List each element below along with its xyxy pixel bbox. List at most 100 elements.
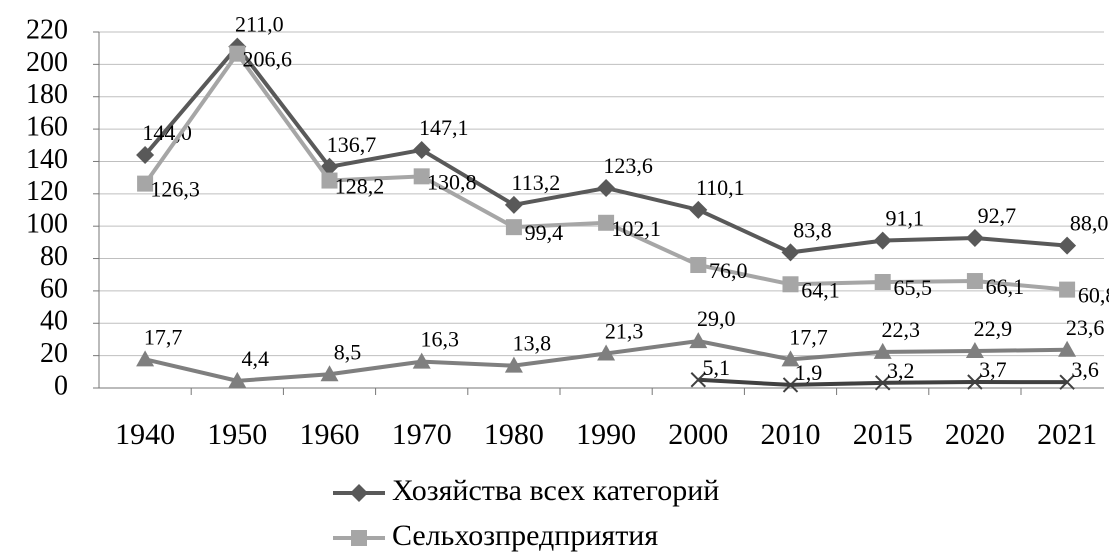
data-point bbox=[781, 243, 800, 262]
y-tick-label: 20 bbox=[40, 338, 68, 369]
data-label: 17,7 bbox=[789, 324, 828, 349]
y-tick-label: 60 bbox=[40, 273, 68, 304]
data-label: 130,8 bbox=[427, 169, 477, 194]
data-point bbox=[1059, 281, 1076, 298]
data-label: 17,7 bbox=[144, 324, 183, 349]
data-label: 110,1 bbox=[696, 175, 745, 200]
data-label: 23,6 bbox=[1066, 315, 1105, 340]
data-point bbox=[1058, 340, 1077, 357]
data-label: 3,7 bbox=[979, 357, 1007, 382]
data-label: 16,3 bbox=[420, 327, 459, 352]
data-label: 206,6 bbox=[243, 47, 293, 72]
data-label: 8,5 bbox=[334, 339, 362, 364]
data-point bbox=[505, 219, 522, 236]
data-label: 21,3 bbox=[605, 319, 644, 344]
data-point bbox=[412, 352, 431, 369]
x-tick-label: 1950 bbox=[207, 418, 267, 451]
data-label: 1,9 bbox=[795, 360, 823, 385]
data-label: 22,9 bbox=[974, 316, 1013, 341]
data-point bbox=[598, 214, 615, 231]
data-label: 102,1 bbox=[611, 216, 661, 241]
data-label: 91,1 bbox=[885, 206, 924, 231]
data-label: 128,2 bbox=[335, 174, 385, 199]
data-point bbox=[1058, 236, 1077, 255]
data-label: 144,0 bbox=[142, 120, 192, 145]
data-point bbox=[965, 228, 984, 247]
data-label: 92,7 bbox=[978, 203, 1017, 228]
y-tick-label: 220 bbox=[26, 14, 68, 45]
data-label: 211,0 bbox=[235, 12, 284, 37]
y-tick-label: 200 bbox=[26, 47, 68, 78]
data-point bbox=[874, 375, 891, 391]
y-tick-label: 180 bbox=[26, 79, 68, 110]
data-point bbox=[136, 350, 155, 367]
data-point bbox=[413, 168, 430, 185]
data-point bbox=[320, 365, 339, 382]
x-tick-label: 2010 bbox=[761, 418, 821, 451]
data-point bbox=[136, 145, 155, 164]
data-point bbox=[690, 372, 707, 388]
data-point bbox=[597, 344, 616, 361]
data-label: 66,1 bbox=[986, 274, 1025, 299]
data-point bbox=[873, 342, 892, 359]
data-point bbox=[597, 178, 616, 197]
data-point bbox=[689, 332, 708, 349]
data-label: 136,7 bbox=[327, 132, 377, 157]
y-tick-label: 0 bbox=[54, 370, 68, 401]
data-point bbox=[321, 172, 338, 189]
data-label: 83,8 bbox=[793, 217, 832, 242]
data-label: 29,0 bbox=[697, 306, 736, 331]
data-point bbox=[781, 350, 800, 367]
data-label: 147,1 bbox=[419, 115, 469, 140]
data-point bbox=[504, 356, 523, 373]
y-tick-label: 40 bbox=[40, 306, 68, 337]
data-label: 99,4 bbox=[525, 220, 564, 245]
data-label: 65,5 bbox=[893, 275, 932, 300]
y-tick-label: 160 bbox=[26, 112, 68, 143]
legend-label: Сельхозпредприятия bbox=[392, 519, 658, 552]
legend-label: Хозяйства всех категорий bbox=[392, 474, 719, 507]
data-point bbox=[228, 371, 247, 388]
data-label: 123,6 bbox=[603, 153, 653, 178]
data-point bbox=[874, 274, 891, 291]
data-label: 113,2 bbox=[512, 170, 561, 195]
data-point bbox=[690, 257, 707, 274]
y-tick-label: 140 bbox=[26, 144, 68, 175]
data-label: 4,4 bbox=[242, 346, 270, 371]
x-tick-label: 2020 bbox=[945, 418, 1005, 451]
data-point bbox=[689, 200, 708, 219]
data-label: 126,3 bbox=[150, 177, 200, 202]
x-tick-label: 1940 bbox=[115, 418, 175, 451]
y-tick-label: 120 bbox=[26, 176, 68, 207]
data-point bbox=[965, 341, 984, 358]
data-point bbox=[137, 175, 154, 192]
legend-marker bbox=[350, 484, 368, 502]
x-tick-label: 1970 bbox=[392, 418, 452, 451]
data-point bbox=[966, 273, 983, 290]
x-tick-label: 1980 bbox=[484, 418, 544, 451]
data-label: 13,8 bbox=[513, 331, 552, 356]
data-label: 76,0 bbox=[709, 258, 748, 283]
data-label: 60,8 bbox=[1078, 283, 1109, 308]
data-label: 88,0 bbox=[1070, 211, 1109, 236]
x-tick-label: 1990 bbox=[576, 418, 636, 451]
data-label: 3,2 bbox=[887, 358, 915, 383]
data-label: 5,1 bbox=[703, 355, 731, 380]
data-point bbox=[967, 374, 983, 390]
legend-marker bbox=[351, 530, 367, 546]
x-tick-label: 1960 bbox=[300, 418, 360, 451]
x-tick-label: 2021 bbox=[1037, 418, 1097, 451]
data-label: 3,6 bbox=[1071, 357, 1099, 382]
x-tick-label: 2000 bbox=[668, 418, 728, 451]
y-tick-label: 100 bbox=[26, 209, 68, 240]
data-point bbox=[1059, 374, 1075, 390]
data-point bbox=[504, 195, 523, 214]
x-tick-label: 2015 bbox=[853, 418, 913, 451]
data-point bbox=[782, 276, 799, 293]
data-point bbox=[229, 45, 246, 62]
data-point bbox=[412, 140, 431, 159]
data-point bbox=[782, 377, 799, 393]
data-label: 22,3 bbox=[881, 317, 920, 342]
data-label: 64,1 bbox=[801, 277, 840, 302]
